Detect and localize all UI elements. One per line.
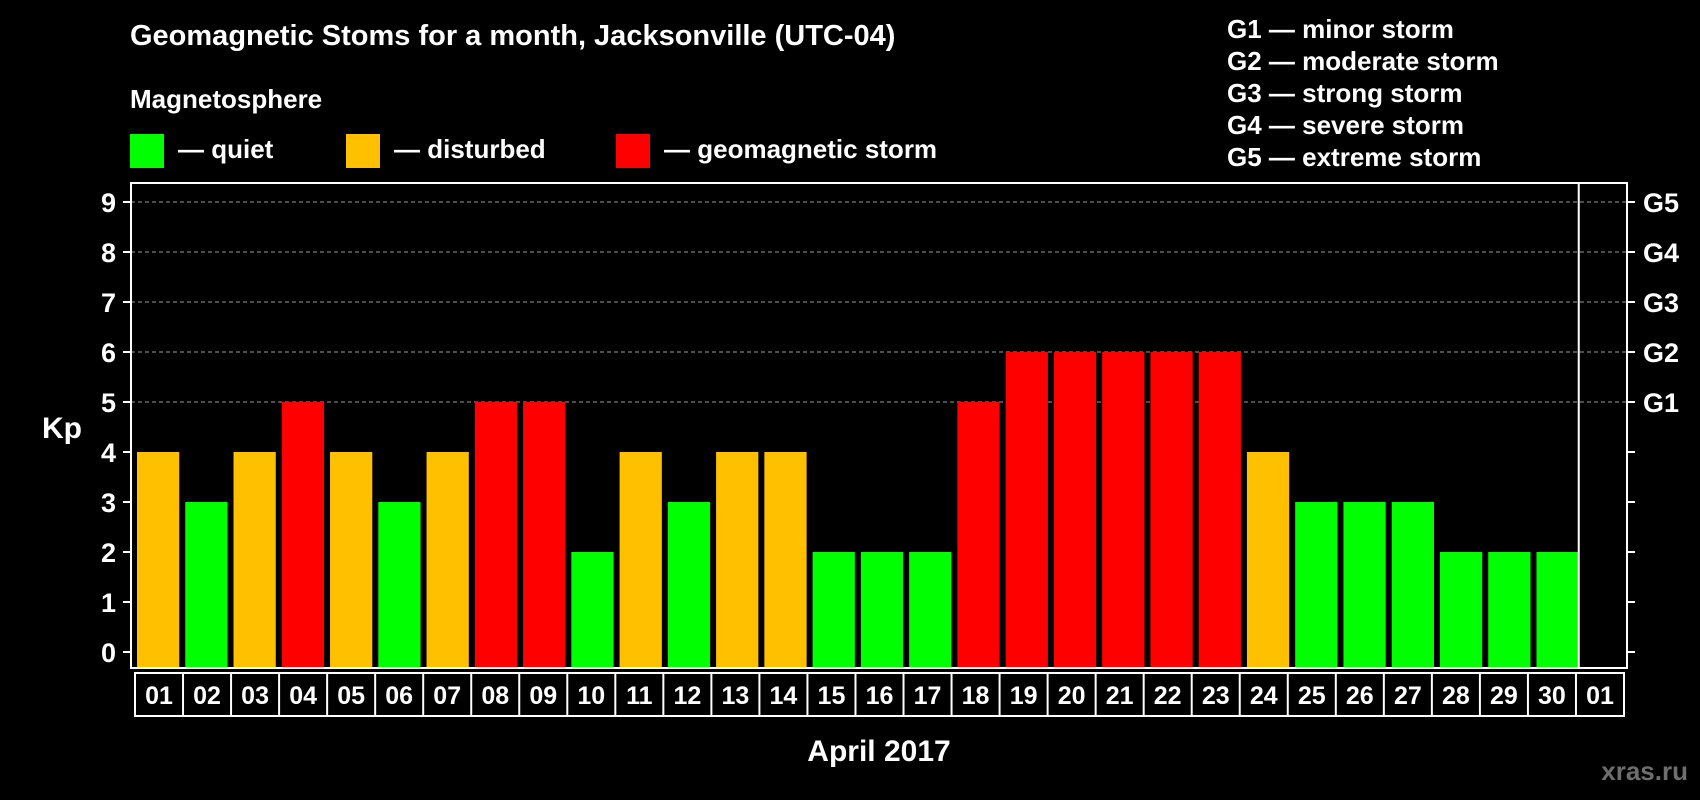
kp-bar [1005, 352, 1048, 668]
legend-swatch-disturbed [346, 134, 380, 168]
kp-bar [330, 452, 373, 668]
kp-bar [619, 452, 662, 668]
x-tick-label: 13 [721, 682, 749, 710]
watermark: xras.ru [1601, 756, 1688, 786]
x-tick-label: 03 [241, 682, 269, 710]
kp-bar [571, 552, 614, 668]
g-level-label: G2 [1643, 338, 1679, 368]
x-tick-label: 14 [770, 682, 798, 710]
g-level-label: G3 [1643, 288, 1679, 318]
legend-swatch-quiet [130, 134, 164, 168]
x-tick-label: 17 [914, 682, 942, 710]
x-tick-label: 08 [481, 682, 509, 710]
x-tick-label: 16 [866, 682, 894, 710]
kp-bar [667, 502, 711, 668]
g-level-label: G1 [1643, 388, 1679, 418]
x-tick-label: 01 [1586, 682, 1614, 710]
x-tick-label: 26 [1346, 682, 1374, 710]
kp-bar [281, 402, 325, 668]
x-tick-label: 09 [529, 682, 557, 710]
x-tick-label: 06 [385, 682, 413, 710]
kp-bar [426, 452, 469, 668]
chart-title: Geomagnetic Stoms for a month, Jacksonvi… [130, 20, 896, 52]
g-level-label: G4 [1643, 238, 1679, 268]
kp-bar [716, 452, 759, 668]
x-tick-label: 30 [1538, 682, 1566, 710]
kp-bar [1343, 502, 1386, 668]
x-tick-label: 15 [818, 682, 846, 710]
legend-label-disturbed: — disturbed [394, 134, 546, 164]
x-tick-label: 23 [1202, 682, 1230, 710]
kp-bar [1439, 552, 1483, 668]
legend-swatch-storm [616, 134, 650, 168]
y-tick-label: 4 [101, 438, 116, 468]
x-tick-label: 01 [145, 682, 173, 710]
kp-bar [1053, 352, 1097, 668]
kp-bar [764, 452, 807, 668]
kp-bar [1102, 352, 1145, 668]
kp-bar [957, 402, 1000, 668]
y-tick-label: 9 [101, 188, 116, 218]
y-tick-label: 5 [101, 388, 116, 418]
x-tick-label: 24 [1250, 682, 1278, 710]
kp-bar [474, 402, 518, 668]
x-tick-label: 18 [962, 682, 990, 710]
x-tick-label: 22 [1154, 682, 1182, 710]
y-tick-label: 8 [101, 238, 116, 268]
y-axis-label: Kp [42, 412, 82, 445]
kp-bar [909, 552, 952, 668]
x-tick-label: 21 [1106, 682, 1134, 710]
x-tick-label: 19 [1010, 682, 1038, 710]
y-tick-label: 0 [101, 638, 116, 668]
y-tick-label: 6 [101, 338, 116, 368]
y-tick-label: 2 [101, 538, 116, 568]
x-axis-label: April 2017 [807, 735, 951, 768]
g-level-label: G5 [1643, 188, 1679, 218]
kp-bar [137, 452, 180, 668]
kp-bar [860, 552, 904, 668]
kp-bar [1488, 552, 1531, 668]
g-scale-item-g1: G1 — minor storm [1227, 14, 1454, 44]
y-tick-label: 7 [101, 288, 116, 318]
kp-bar [523, 402, 566, 668]
kp-bar [812, 552, 855, 668]
kp-bar [1295, 502, 1338, 668]
kp-bar [1391, 502, 1434, 668]
y-tick-label: 3 [101, 488, 116, 518]
x-tick-label: 11 [626, 682, 653, 710]
x-tick-label: 27 [1394, 682, 1422, 710]
day-label-row [134, 672, 1625, 717]
kp-bar [1150, 352, 1193, 668]
x-tick-label: 20 [1058, 682, 1086, 710]
kp-bar [1536, 552, 1579, 668]
x-tick-label: 05 [337, 682, 365, 710]
g-scale-item-g3: G3 — strong storm [1227, 78, 1463, 108]
legend-heading: Magnetosphere [130, 84, 323, 114]
kp-bar [185, 502, 228, 668]
y-tick-label: 1 [101, 588, 116, 618]
kp-bar [233, 452, 276, 668]
x-tick-label: 04 [289, 682, 317, 710]
kp-bar [1198, 352, 1241, 668]
g-scale-item-g5: G5 — extreme storm [1227, 142, 1482, 172]
x-tick-label: 12 [673, 682, 701, 710]
legend-label-quiet: — quiet [178, 134, 274, 164]
g-scale-item-g4: G4 — severe storm [1227, 110, 1465, 140]
kp-bar [378, 502, 421, 668]
kp-bar [1246, 452, 1290, 668]
g-scale-item-g2: G2 — moderate storm [1227, 46, 1499, 76]
x-tick-label: 07 [433, 682, 461, 710]
x-tick-label: 02 [193, 682, 221, 710]
x-tick-label: 29 [1490, 682, 1518, 710]
plot-frame [130, 182, 1628, 669]
x-tick-label: 10 [577, 682, 605, 710]
legend-label-storm: — geomagnetic storm [664, 134, 938, 164]
x-tick-label: 28 [1442, 682, 1470, 710]
x-tick-label: 25 [1298, 682, 1326, 710]
